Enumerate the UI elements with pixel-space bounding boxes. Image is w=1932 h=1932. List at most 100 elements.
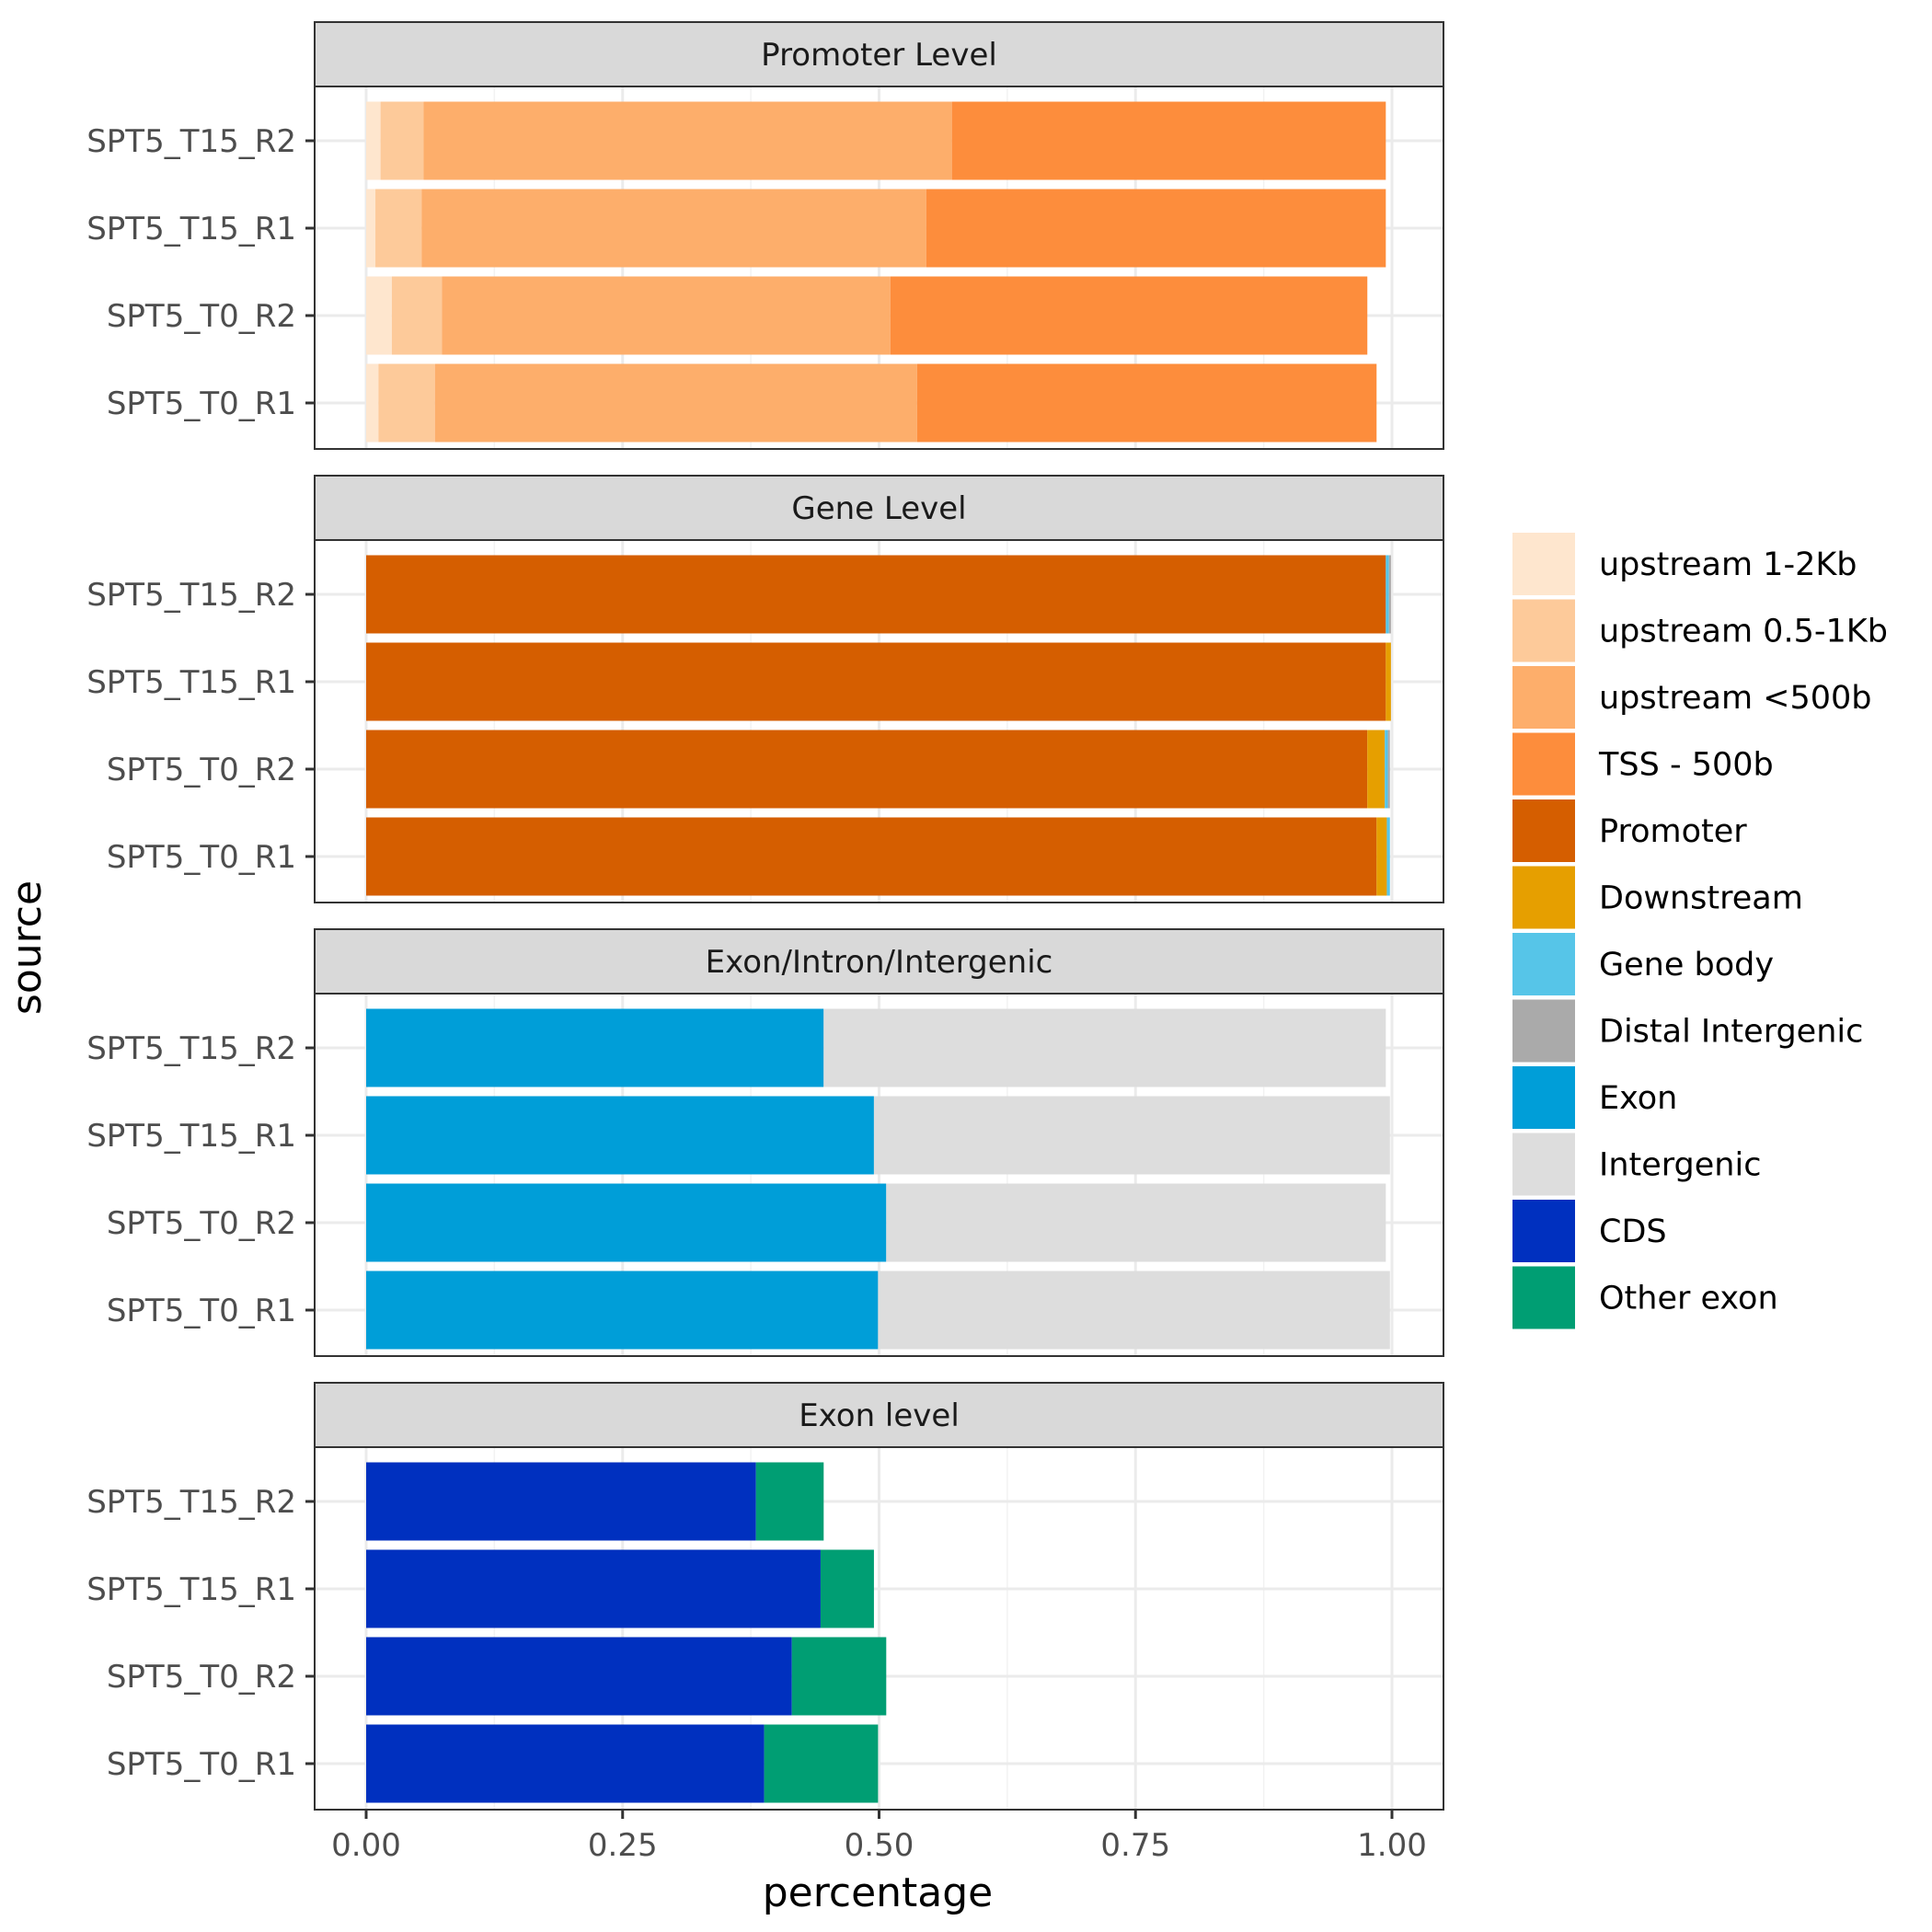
legend-label: Downstream [1599,880,1803,917]
facet-panels: Promoter Level SPT5_T15_R2 SPT5_T15_R1 SPT5… [86,21,1444,1811]
bar-exon [366,1183,887,1262]
y-tick-label: SPT5_T15_R2 [86,1484,296,1521]
x-axis-title: percentage [763,1869,994,1916]
legend-label: Exon [1599,1080,1677,1117]
bar-promoter [366,642,1386,721]
legend-label: upstream 1-2Kb [1599,546,1857,583]
facet-strip-label: Promoter Level [761,37,997,74]
legend-item-intergenic: Intergenic [1512,1133,1761,1196]
bar-up500 [442,276,891,355]
legend-item-otherexon: Other exon [1512,1266,1778,1329]
y-tick-label: SPT5_T15_R2 [86,123,296,160]
bar-up12 [366,363,379,443]
facet-strip-label: Exon/Intron/Intergenic [706,944,1053,981]
panel-border [314,993,1444,1357]
bar-up12 [366,276,392,355]
bar-cds [366,1462,756,1541]
bar-promoter [366,817,1377,896]
bar-up051 [375,189,422,268]
bar-intergenic [873,1096,1390,1175]
bar-up500 [434,363,917,443]
bar-promoter [366,730,1368,809]
panel-border [314,539,1444,903]
x-tick-label: 1.00 [1357,1827,1427,1864]
facet-strip [314,928,1444,995]
bar-downstream [1376,817,1387,896]
legend-key [1512,999,1575,1063]
x-tick-label: 0.50 [845,1827,914,1864]
legend-key [1512,866,1575,929]
legend-label: upstream <500b [1599,680,1872,717]
facet-panel-4: Exon level SPT5_T15_R2 SPT5_T15_R1 SPT5_T0_… [86,1382,1444,1811]
legend-label: CDS [1599,1213,1667,1250]
legend-item-exon: Exon [1512,1066,1677,1129]
bar-distal [1387,730,1390,809]
facet-strip-label: Exon level [799,1397,960,1434]
bar-genebody [1385,730,1388,809]
legend-key [1512,1200,1575,1262]
bar-up051 [378,363,435,443]
bar-cds [366,1724,765,1803]
legend-label: Distal Intergenic [1599,1014,1863,1051]
x-tick-label: 0.25 [588,1827,658,1864]
bar-up12 [366,189,376,268]
bar-up12 [366,101,381,180]
bar-tss [916,363,1377,443]
bar-promoter [366,555,1386,634]
bar-downstream [1386,642,1391,721]
legend-key [1512,1133,1575,1196]
legend-key [1512,799,1575,862]
bar-genebody [1386,555,1389,634]
y-tick-label: SPT5_T0_R1 [107,385,296,422]
facet-strip [314,1382,1444,1448]
y-tick-label: SPT5_T0_R2 [107,1205,296,1242]
legend-item-tss: TSS - 500b [1512,732,1774,796]
bar-tss [890,276,1368,355]
y-tick-label: SPT5_T0_R2 [107,752,296,788]
bar-intergenic [878,1271,1390,1350]
bar-distal [1388,555,1391,634]
facet-strip [314,475,1444,541]
bar-up500 [421,189,926,268]
x-tick-label: 0.00 [331,1827,401,1864]
bar-up051 [391,276,443,355]
y-tick-label: SPT5_T0_R1 [107,839,296,876]
y-tick-label: SPT5_T15_R2 [86,577,296,614]
legend-label: TSS - 500b [1598,747,1774,784]
legend: upstream 1-2Kb upstream 0.5-1Kb upstream <… [1512,533,1888,1329]
y-tick-label: SPT5_T15_R1 [86,1118,296,1155]
bar-exon [366,1271,879,1350]
bar-otherexon [764,1724,879,1803]
facet-strip [314,21,1444,87]
legend-label: Intergenic [1599,1147,1761,1184]
bar-exon [366,1008,824,1087]
y-tick-label: SPT5_T15_R1 [86,664,296,701]
bar-downstream [1367,730,1386,809]
bar-up051 [380,101,424,180]
legend-label: Gene body [1599,947,1774,983]
legend-label: upstream 0.5-1Kb [1599,614,1888,650]
y-tick-label: SPT5_T15_R1 [86,1571,296,1608]
panel-border [314,86,1444,450]
legend-key [1512,1066,1575,1129]
y-tick-label: SPT5_T0_R1 [107,1746,296,1783]
legend-item-distal: Distal Intergenic [1512,999,1863,1063]
bar-intergenic [886,1183,1386,1262]
y-tick-label: SPT5_T0_R2 [107,298,296,335]
y-tick-label: SPT5_T15_R2 [86,1030,296,1067]
bar-cds [366,1549,821,1628]
legend-item-cds: CDS [1512,1200,1667,1262]
bar-exon [366,1096,874,1175]
legend-key [1512,533,1575,595]
bar-otherexon [820,1549,874,1628]
legend-item-up051: upstream 0.5-1Kb [1512,599,1888,662]
facet-strip-label: Gene Level [791,490,966,527]
legend-item-downstream: Downstream [1512,866,1803,929]
y-tick-label: SPT5_T0_R1 [107,1293,296,1329]
legend-key [1512,666,1575,729]
facet-panel-1: Promoter Level SPT5_T15_R2 SPT5_T15_R1 SPT5… [86,21,1444,450]
legend-item-genebody: Gene body [1512,933,1774,995]
legend-key [1512,732,1575,796]
x-tick-label: 0.75 [1100,1827,1170,1864]
